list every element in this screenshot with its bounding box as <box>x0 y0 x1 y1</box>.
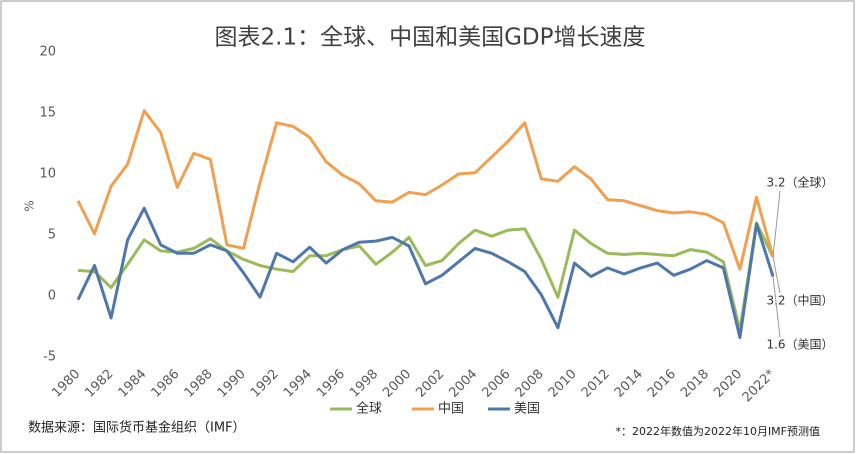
y-tick-label: 10 <box>39 167 56 182</box>
leader-line <box>772 276 781 338</box>
y-axis-label: % <box>23 200 37 211</box>
y-tick-label: -5 <box>43 350 56 365</box>
leader-line <box>772 190 781 258</box>
note: *：2022年数值为2022年10月IMF预测值 <box>615 424 820 438</box>
legend-label: 中国 <box>438 402 464 417</box>
y-tick-label: 0 <box>48 289 56 304</box>
legend-label: 全球 <box>356 401 382 417</box>
line <box>77 221 775 332</box>
annotation: 1.6（美国） <box>766 338 833 352</box>
line <box>76 109 775 271</box>
line <box>76 206 775 339</box>
annotation: 3.2（全球） <box>766 175 833 190</box>
legend-label: 美国 <box>514 402 540 417</box>
chart-title: 图表2.1：全球、中国和美国GDP增长速度 <box>215 25 646 51</box>
y-tick-label: 5 <box>48 228 56 243</box>
source: 数据来源：国际货币基金组织（IMF） <box>28 420 246 436</box>
y-tick-label: 15 <box>39 106 56 121</box>
leader-line <box>772 256 781 294</box>
annotation: 3.2（中国） <box>766 293 833 308</box>
y-tick-label: 20 <box>39 45 56 60</box>
